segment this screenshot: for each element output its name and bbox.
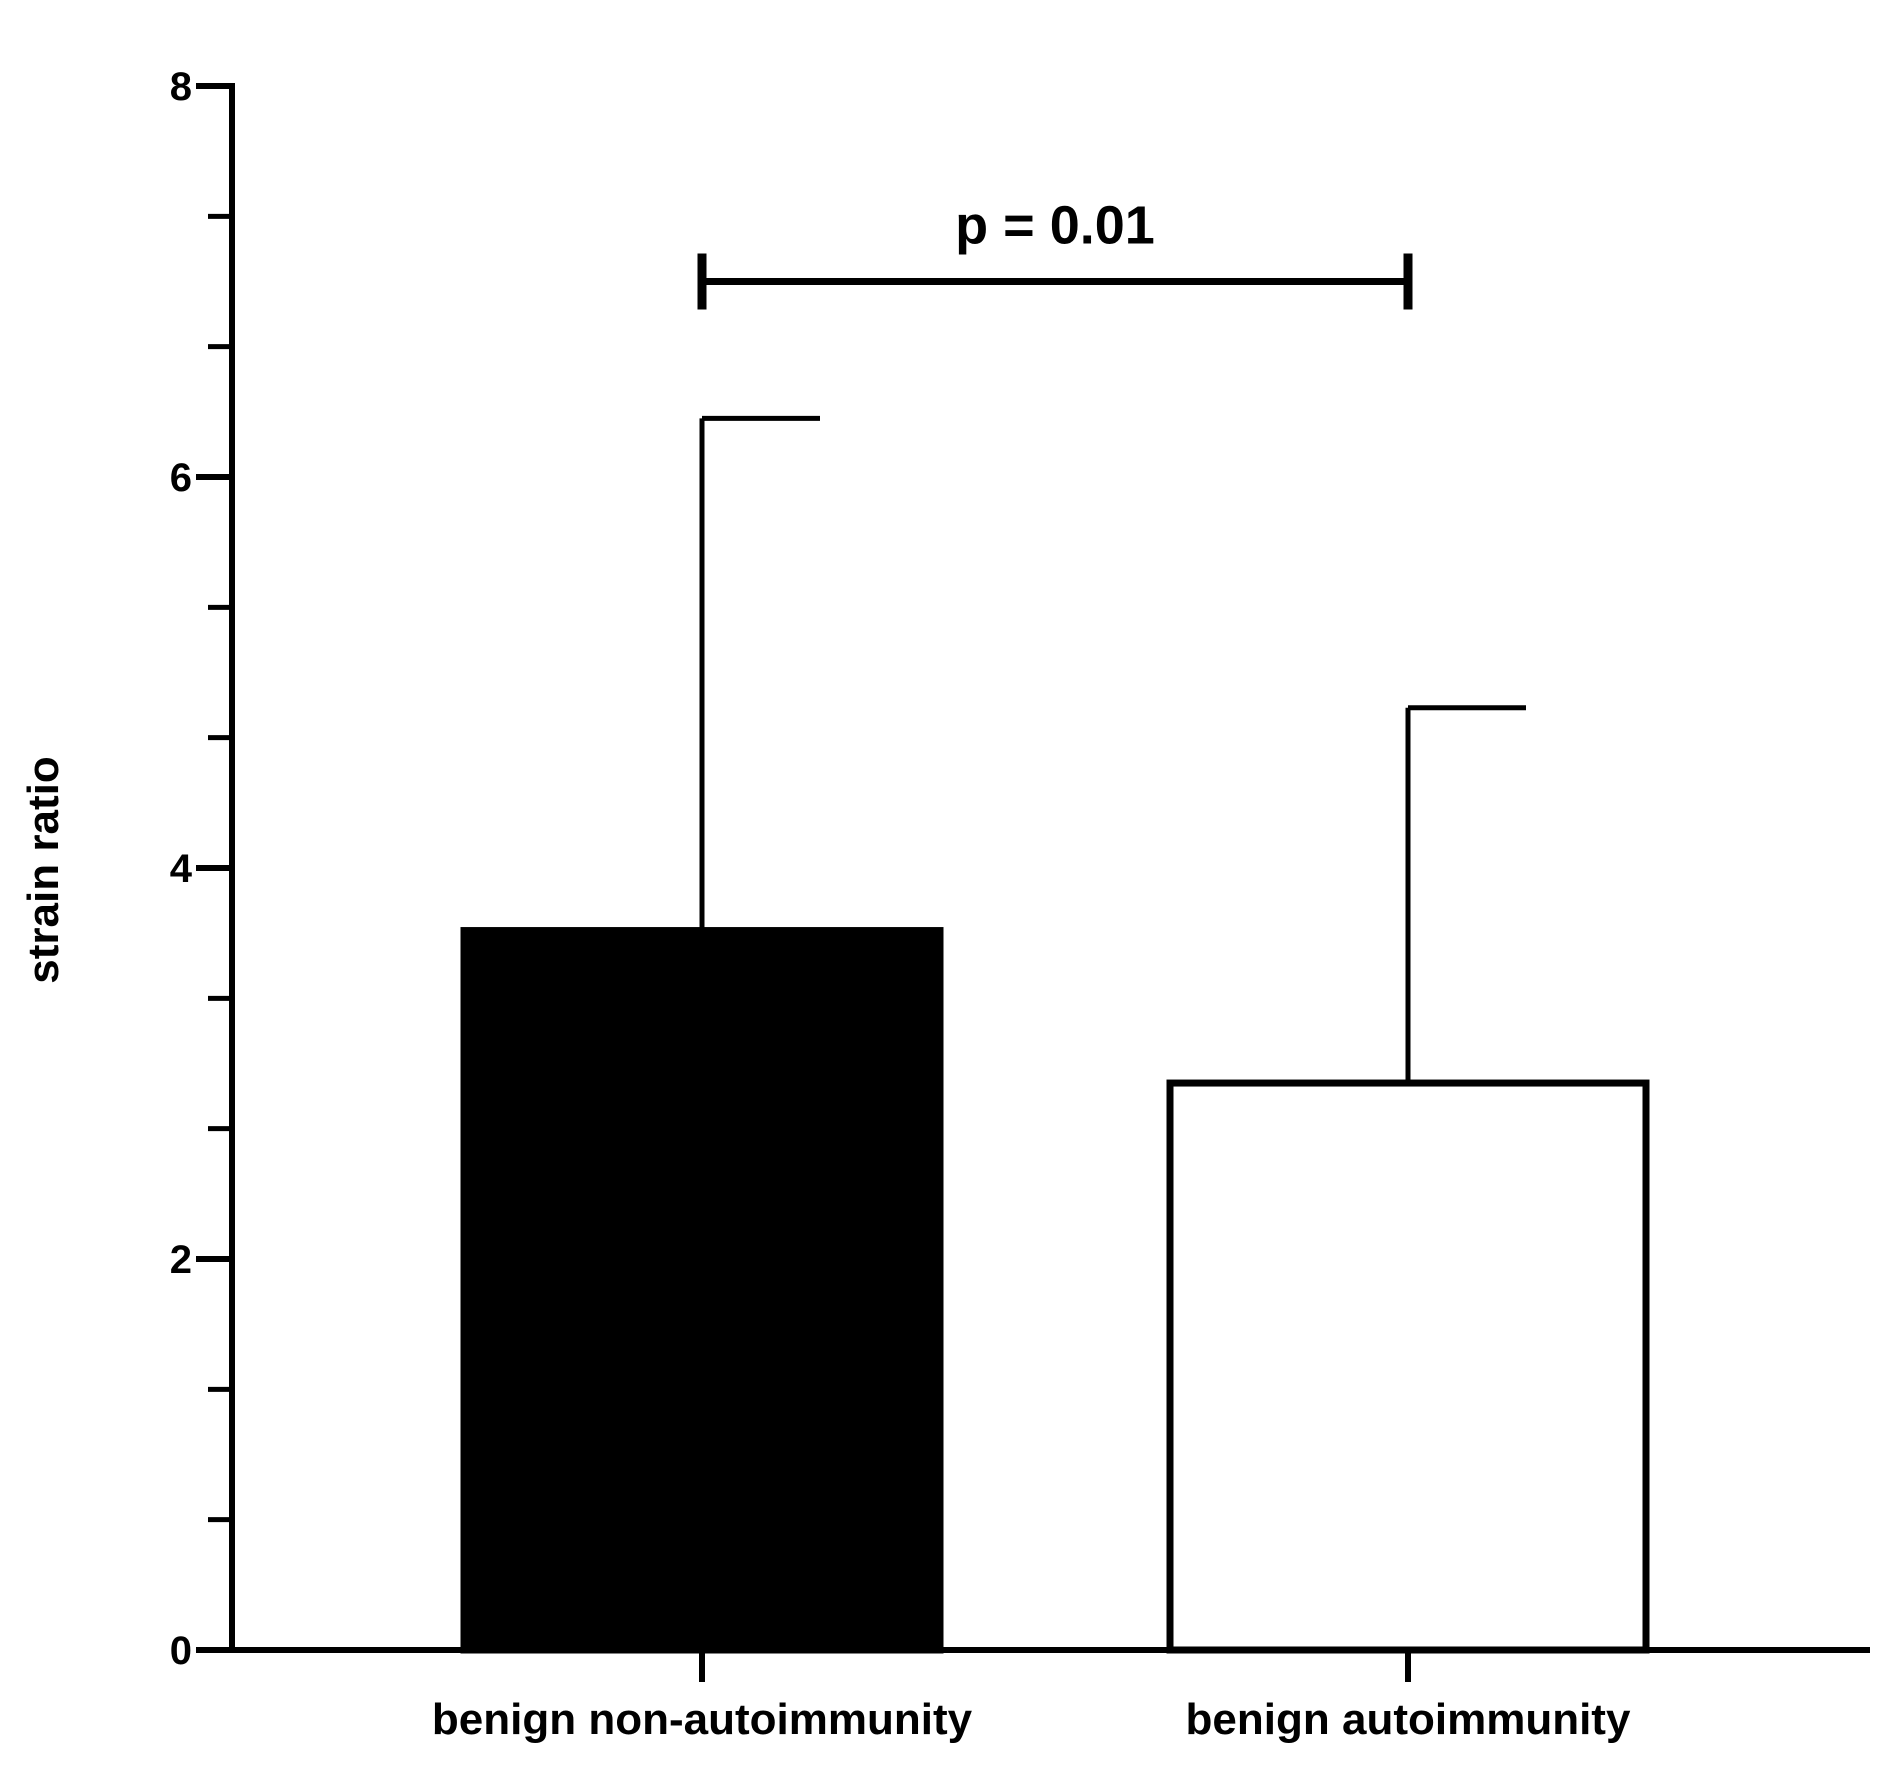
x-tick-label: benign autoimmunity: [1186, 1695, 1631, 1744]
bars: [460, 927, 1650, 1654]
error-bars: [699, 415, 1526, 1084]
y-tick-label: 6: [170, 456, 192, 500]
bar: [460, 927, 944, 1654]
y-tick-label: 4: [170, 847, 193, 891]
p-value-label: p = 0.01: [955, 196, 1155, 256]
x-tick-label: benign non-autoimmunity: [432, 1695, 973, 1744]
y-axis-label: strain ratio: [19, 756, 68, 983]
y-tick-label: 2: [170, 1238, 192, 1282]
axes: 0 2 4 6 8 benign non-autoimmunity benign autoi…: [170, 65, 1870, 1744]
y-tick-label: 8: [170, 65, 192, 109]
bar: [1166, 1079, 1650, 1654]
significance-annotation: p = 0.01: [697, 196, 1413, 310]
y-tick-label: 0: [170, 1629, 192, 1673]
